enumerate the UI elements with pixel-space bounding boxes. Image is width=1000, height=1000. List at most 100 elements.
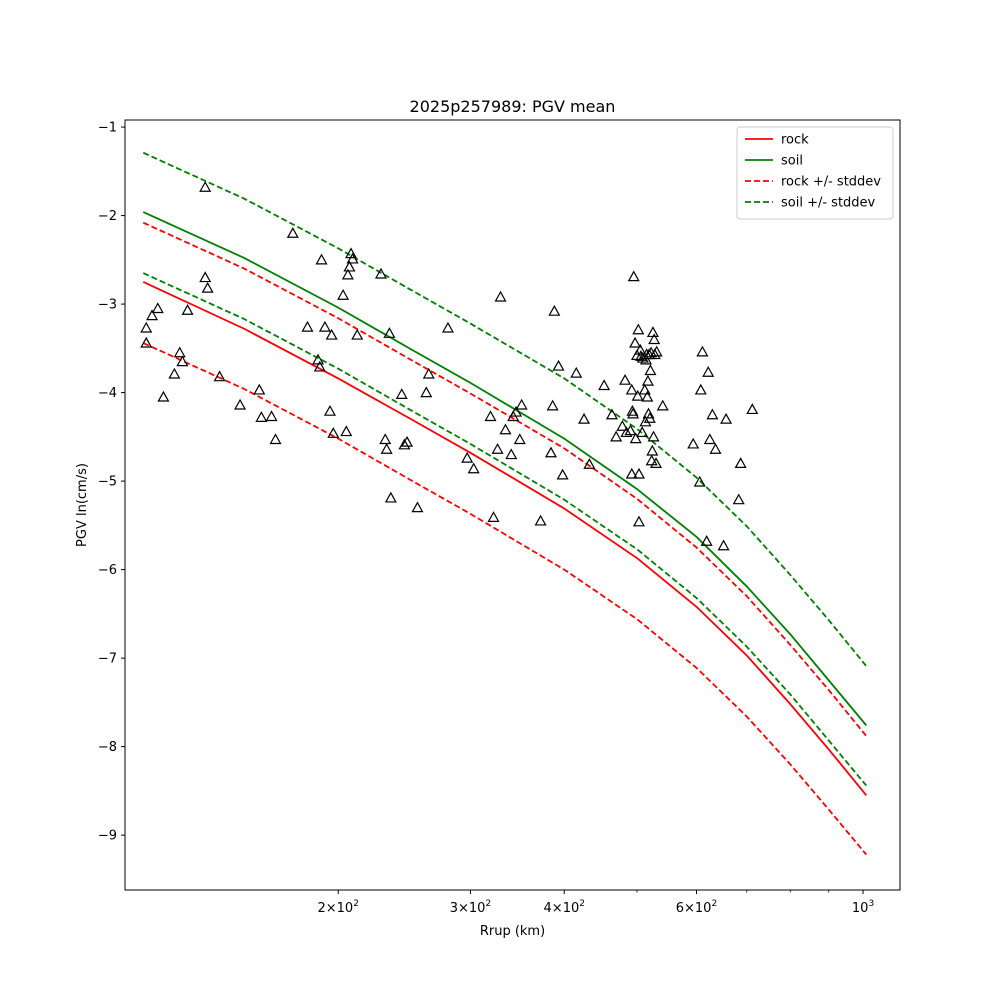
observation-point-45	[441, 321, 454, 333]
series-line-4	[142, 151, 867, 667]
observation-point-33	[351, 328, 364, 340]
observation-point-58	[534, 514, 547, 526]
observation-point-109	[656, 399, 669, 411]
observation-point-13	[234, 398, 247, 410]
y-tick-label: −8	[98, 740, 117, 755]
observation-point-47	[467, 462, 480, 474]
observation-point-56	[513, 433, 526, 445]
observation-point-60	[546, 399, 559, 411]
observation-point-5	[157, 390, 170, 402]
observation-point-14	[253, 383, 266, 395]
observation-point-92	[640, 353, 653, 365]
observation-point-29	[341, 268, 354, 280]
y-tick-label: −3	[98, 298, 117, 313]
observation-point-65	[578, 412, 591, 424]
observation-point-23	[318, 320, 331, 332]
observation-point-24	[323, 404, 336, 416]
observation-point-52	[499, 423, 512, 435]
x-tick-label: 4×102	[544, 899, 585, 916]
observation-point-122	[734, 457, 747, 469]
observation-point-12	[213, 370, 226, 382]
observation-point-42	[411, 501, 424, 513]
series-line-2	[142, 221, 867, 737]
observation-point-71	[619, 373, 632, 385]
observation-point-15	[255, 411, 268, 422]
observation-point-32	[346, 252, 359, 264]
observation-point-121	[732, 493, 745, 505]
observation-point-78	[627, 270, 640, 282]
observation-point-36	[380, 443, 393, 454]
observation-point-86	[634, 343, 647, 355]
observation-point-70	[616, 419, 629, 431]
observation-point-98	[643, 412, 656, 423]
observation-point-94	[641, 390, 654, 402]
observation-point-6	[168, 367, 181, 379]
observation-point-9	[181, 304, 194, 315]
observation-point-123	[746, 403, 759, 415]
observation-point-112	[694, 383, 707, 395]
observation-point-79	[629, 336, 642, 348]
observation-point-115	[702, 366, 715, 377]
observation-point-27	[337, 289, 350, 300]
observation-point-28	[340, 425, 353, 437]
observation-point-64	[570, 366, 583, 378]
observation-point-11	[201, 281, 214, 293]
observation-point-44	[422, 367, 435, 379]
observation-point-69	[610, 430, 623, 442]
legend-box	[736, 126, 894, 220]
observation-point-95	[641, 374, 654, 386]
observation-point-105	[648, 333, 661, 345]
y-tick-label: −5	[98, 475, 117, 490]
legend-label: rock +/- stddev	[781, 175, 881, 190]
observation-point-16	[265, 410, 278, 422]
series-line-5	[142, 272, 867, 787]
observation-point-68	[605, 408, 618, 420]
plot-frame	[124, 119, 901, 891]
observation-point-73	[624, 424, 637, 436]
observation-point-0	[199, 181, 212, 192]
observation-point-82	[631, 389, 644, 401]
observation-point-8	[176, 355, 189, 367]
observation-point-62	[552, 359, 565, 371]
observation-point-67	[598, 379, 611, 391]
x-tick-label: 103	[852, 899, 874, 916]
observation-points	[140, 181, 759, 551]
legend-label: soil	[781, 154, 803, 169]
y-tick-label: −2	[98, 209, 117, 224]
observation-point-21	[313, 360, 326, 372]
observation-point-96	[642, 407, 655, 419]
observation-point-90	[638, 383, 651, 395]
observation-point-49	[487, 511, 500, 522]
observation-point-40	[398, 438, 411, 450]
observation-point-57	[515, 398, 528, 410]
observation-point-83	[632, 323, 645, 335]
observation-point-38	[384, 491, 397, 503]
observation-point-99	[644, 364, 657, 376]
observation-point-77	[627, 407, 640, 419]
observation-point-2	[140, 336, 153, 348]
observation-point-46	[461, 451, 474, 463]
observation-point-59	[544, 446, 557, 458]
observation-point-117	[706, 408, 719, 420]
observation-point-113	[696, 345, 709, 357]
observation-point-63	[556, 468, 569, 480]
y-tick-label: −1	[98, 121, 117, 136]
observation-point-30	[343, 260, 356, 272]
observation-point-85	[632, 515, 645, 527]
observation-point-76	[626, 404, 639, 416]
observation-point-74	[625, 467, 638, 479]
legend-label: rock	[781, 133, 809, 148]
x-tick-label: 6×102	[676, 899, 717, 916]
observation-point-39	[395, 388, 408, 399]
observation-point-118	[709, 443, 722, 454]
observation-point-7	[173, 346, 186, 358]
observation-point-26	[325, 328, 338, 340]
observation-point-4	[151, 302, 164, 314]
observation-point-110	[687, 437, 700, 449]
observation-point-75	[625, 383, 638, 395]
y-tick-label: −9	[98, 829, 117, 844]
y-tick-label: −7	[98, 652, 117, 667]
observation-point-48	[484, 410, 497, 422]
observation-point-10	[199, 271, 212, 283]
